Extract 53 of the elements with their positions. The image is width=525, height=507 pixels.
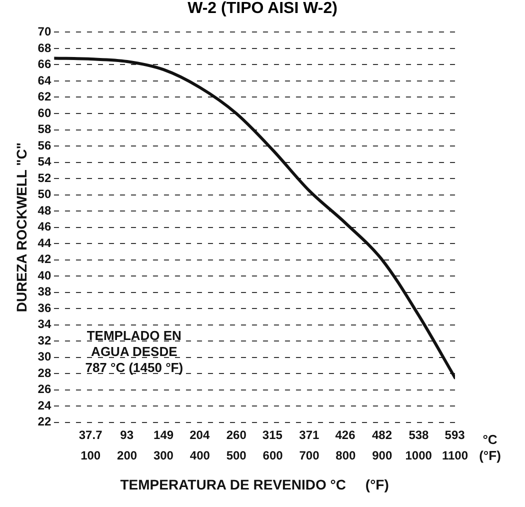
y-tick-label: 66 bbox=[38, 57, 52, 72]
y-tick-label: 46 bbox=[38, 220, 52, 234]
y-tick-label: 32 bbox=[38, 333, 52, 348]
y-tick-label: 68 bbox=[38, 40, 52, 55]
y-tick-label: 28 bbox=[38, 366, 52, 380]
x2-tick-label: 37.7 bbox=[78, 428, 103, 442]
x-tick-label: 1000 bbox=[405, 448, 432, 462]
x-tick-label: 400 bbox=[190, 448, 210, 462]
y-tick-label: 48 bbox=[38, 203, 52, 218]
x-tick-label: 600 bbox=[262, 448, 284, 462]
y-tick-label: 44 bbox=[38, 236, 52, 250]
y-axis-title: DUREZA ROCKWELL "C" bbox=[13, 142, 30, 312]
y-tick-label: 56 bbox=[38, 138, 52, 152]
annotation: TEMPLADO EN AGUA DESDE 787 °C (1450 °F) bbox=[85, 328, 184, 375]
y-tick-label: 58 bbox=[38, 122, 52, 136]
y-tick-label: 22 bbox=[38, 414, 52, 429]
x2-tick-label: 482 bbox=[372, 428, 392, 442]
x-tick-label: 700 bbox=[299, 448, 320, 462]
y-tick-label: 60 bbox=[38, 106, 52, 120]
x2-tick-label: 371 bbox=[299, 428, 320, 442]
x-axis-title: TEMPERATURA DE REVENIDO °C (°F) bbox=[120, 476, 389, 492]
y-tick-label: 70 bbox=[38, 24, 52, 39]
y-tick-label: 50 bbox=[38, 187, 52, 202]
y-tick-label: 40 bbox=[38, 268, 52, 282]
x2-tick-label: 93 bbox=[120, 428, 134, 442]
y-tick-label: 62 bbox=[38, 90, 52, 104]
x2-tick-label: 315 bbox=[262, 428, 283, 442]
y-tick-label: 52 bbox=[38, 170, 52, 185]
x-tick-label: 300 bbox=[153, 448, 174, 462]
x-tick-label: 900 bbox=[372, 448, 392, 462]
x2-tick-label: 538 bbox=[408, 428, 430, 442]
y-tick-label: 36 bbox=[38, 300, 52, 315]
x2-tick-label: 593 bbox=[444, 428, 466, 442]
y-tick-label: 38 bbox=[38, 284, 52, 299]
line-series bbox=[54, 56, 455, 380]
x-tick-label: 1100 bbox=[442, 448, 468, 462]
chart-title: W-2 (TIPO AISI W-2) bbox=[186, 0, 338, 18]
text: °C (°F) bbox=[479, 432, 501, 463]
x-tick-label: 500 bbox=[226, 448, 247, 462]
x2-tick-label: 260 bbox=[226, 428, 247, 442]
y-tick-label: 24 bbox=[38, 398, 52, 412]
y-tick-label: 42 bbox=[38, 252, 52, 266]
x2-tick-label: 149 bbox=[154, 428, 174, 442]
y-tick-label: 30 bbox=[38, 350, 52, 364]
x-tick-label: 800 bbox=[336, 448, 356, 462]
y-tick-label: 54 bbox=[38, 154, 52, 169]
x-tick-label: 200 bbox=[117, 448, 138, 462]
x2-tick-label: 204 bbox=[190, 428, 210, 442]
y-tick-label: 64 bbox=[38, 73, 52, 88]
y-tick-label: 34 bbox=[38, 317, 52, 332]
y-tick-label: 26 bbox=[38, 382, 52, 396]
x2-tick-label: 426 bbox=[335, 428, 356, 442]
x-tick-label: 100 bbox=[80, 448, 101, 462]
